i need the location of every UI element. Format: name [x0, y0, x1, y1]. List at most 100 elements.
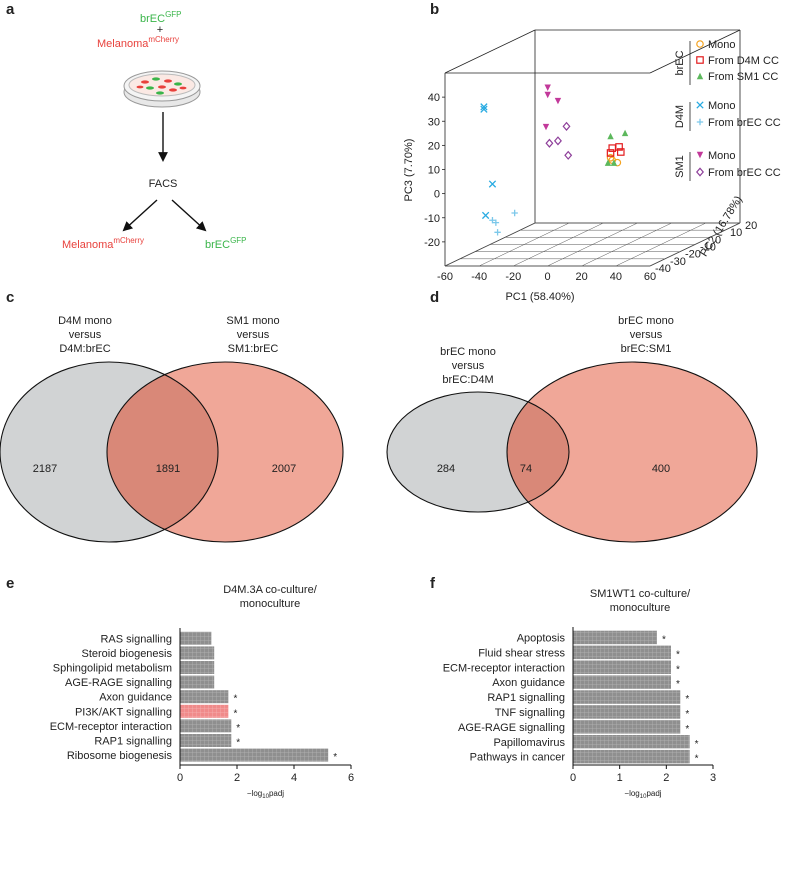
venn-set — [507, 362, 757, 542]
venn-outline — [506, 361, 758, 543]
category-label: Steroid biogenesis — [81, 648, 172, 660]
cell-name: brEC — [140, 13, 165, 25]
x-tick-label: 20 — [576, 271, 588, 283]
legend-label: Mono — [708, 39, 736, 51]
bar-hatch — [573, 749, 690, 764]
data-point — [492, 219, 500, 226]
category-label: Papillomavirus — [493, 737, 565, 749]
plus-sign: + — [157, 24, 163, 36]
category-label: PI3K/AKT signalling — [75, 706, 172, 718]
cell-label: MelanomamCherry — [97, 35, 179, 50]
significance-mark: * — [676, 649, 680, 660]
step-label: FACS — [149, 178, 178, 190]
chart-title: monoculture — [610, 602, 671, 614]
venn-set-label: brEC mono — [618, 315, 674, 327]
data-point — [481, 211, 490, 220]
x-axis-label: PC1 (58.40%) — [505, 291, 574, 303]
data-point — [480, 105, 488, 113]
cell-marker: GFP — [165, 10, 181, 19]
bar-hatch — [180, 748, 329, 762]
legend-marker — [696, 118, 704, 126]
cell-name: Melanoma — [62, 239, 114, 251]
legend-marker — [696, 101, 704, 109]
y-tick-label: 10 — [730, 227, 742, 239]
panel-label: c — [6, 289, 14, 306]
chart-title: D4M.3A co-culture/ — [223, 584, 317, 596]
data-point — [604, 159, 612, 166]
category-label: Apoptosis — [517, 632, 566, 644]
data-point — [606, 149, 615, 157]
data-point — [544, 84, 551, 91]
x-tick-label: 40 — [610, 271, 622, 283]
x-tick-label: 1 — [617, 772, 623, 784]
cell-name: brEC — [205, 239, 230, 251]
bar-hatch — [180, 631, 212, 645]
legend-marker — [696, 167, 704, 177]
significance-mark: * — [236, 738, 240, 749]
panel-label: b — [430, 1, 439, 18]
legend-label: From brEC CC — [708, 117, 781, 129]
venn-set-label: brEC:SM1 — [621, 343, 672, 355]
category-label: Axon guidance — [492, 677, 565, 689]
panel-label: d — [430, 289, 439, 306]
legend-label: Mono — [708, 150, 736, 162]
x-tick-label: 3 — [710, 772, 716, 784]
bar-hatch — [180, 661, 215, 674]
venn-outline — [0, 361, 219, 543]
legend-group-label: D4M — [674, 105, 686, 128]
panel-label: a — [6, 1, 15, 18]
cell-label: brECGFP — [140, 10, 182, 25]
data-point — [608, 144, 617, 152]
significance-mark: * — [695, 754, 699, 765]
legend-marker — [696, 56, 704, 64]
z-tick-label: -10 — [424, 213, 440, 225]
cell-label: brECGFP — [205, 236, 247, 251]
venn-set-label: brEC:D4M — [442, 374, 493, 386]
data-point — [545, 138, 554, 148]
bar-hatch — [573, 735, 690, 749]
legend-marker — [696, 40, 704, 48]
category-label: RAP1 signalling — [94, 736, 172, 748]
chart-title: SM1WT1 co-culture/ — [590, 588, 691, 600]
data-point — [615, 143, 623, 151]
cell-label: MelanomamCherry — [62, 236, 144, 251]
venn-overlap — [107, 362, 218, 542]
category-label: Axon guidance — [99, 692, 172, 704]
data-point — [616, 148, 625, 156]
culture-dish — [123, 70, 201, 108]
x-axis-label-part: padj — [646, 789, 661, 798]
y-tick-label: -40 — [655, 263, 671, 275]
workflow-diagram: brECGFP + MelanomamCherry FACS Melanomam… — [62, 10, 247, 251]
bar-hatch — [573, 645, 671, 660]
x-tick-label: -20 — [505, 271, 521, 283]
venn-count: 400 — [652, 463, 670, 475]
venn-overlap-count: 74 — [520, 463, 532, 475]
data-point — [511, 209, 518, 217]
bar-hatch — [180, 690, 229, 704]
data-point — [606, 153, 615, 162]
box-edge — [444, 29, 536, 74]
venn-set-label: versus — [630, 329, 663, 341]
significance-mark: * — [236, 723, 240, 734]
venn-set-label: SM1 mono — [226, 315, 279, 327]
category-label: TNF signalling — [495, 707, 565, 719]
legend-group-label: SM1 — [674, 155, 686, 178]
category-label: ECM-receptor interaction — [443, 662, 565, 674]
data-point — [544, 91, 551, 99]
cell-marker: GFP — [230, 236, 246, 245]
bar-hatch — [180, 734, 232, 747]
panel-label: f — [430, 575, 436, 592]
x-tick-label: -60 — [437, 271, 453, 283]
category-label: Sphingolipid metabolism — [53, 663, 172, 675]
x-axis-label-part: padj — [269, 789, 284, 798]
x-tick-label: 4 — [291, 772, 297, 784]
z-tick-label: -20 — [424, 237, 440, 249]
venn-set-label: versus — [452, 360, 485, 372]
panel-label: e — [6, 575, 14, 592]
significance-mark: * — [662, 634, 666, 645]
venn-set-label: D4M mono — [58, 315, 112, 327]
cell-marker: mCherry — [113, 236, 144, 245]
legend-label: From brEC CC — [708, 167, 781, 179]
z-tick-label: 0 — [434, 189, 440, 201]
bar-hatch — [180, 704, 229, 718]
